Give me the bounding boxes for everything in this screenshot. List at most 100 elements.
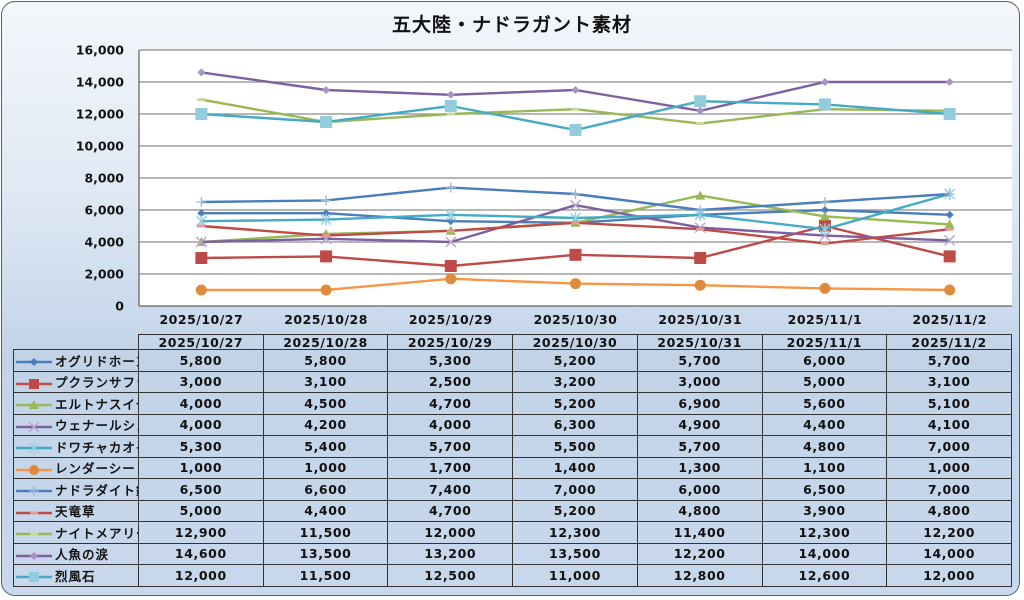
series-10 bbox=[197, 68, 954, 115]
table-cell: 12,900 bbox=[138, 521, 264, 544]
legend-key-icon bbox=[16, 464, 52, 475]
y-tick-label: 10,000 bbox=[76, 139, 125, 154]
y-tick-label: 2,000 bbox=[84, 267, 124, 282]
data-point-diamond bbox=[820, 206, 829, 214]
table-cell: 5,300 bbox=[138, 435, 264, 458]
data-point-star bbox=[28, 442, 40, 455]
table-cell: 4,700 bbox=[387, 392, 514, 415]
x-tick-label: 2025/10/27 bbox=[159, 312, 243, 327]
table-cell: 5,700 bbox=[636, 435, 763, 458]
table-cell: 4,700 bbox=[387, 499, 514, 522]
table-column-header: 2025/11/2 bbox=[886, 334, 1012, 350]
data-point-square bbox=[29, 378, 39, 389]
data-point-diamond bbox=[820, 78, 829, 86]
series-11 bbox=[195, 95, 956, 136]
table-cell: 7,000 bbox=[886, 435, 1012, 458]
data-point-plus bbox=[321, 195, 332, 206]
data-point-x bbox=[569, 199, 582, 211]
data-point-star bbox=[445, 208, 457, 221]
table-cell: 1,000 bbox=[138, 456, 264, 479]
data-point-square bbox=[320, 250, 333, 263]
table-cell: 4,000 bbox=[138, 392, 264, 415]
legend-label: レンダーシード bbox=[55, 461, 138, 477]
table-cell: 12,000 bbox=[387, 521, 514, 544]
table-column-header: 2025/10/28 bbox=[262, 334, 389, 350]
legend-key-icon bbox=[16, 532, 52, 536]
table-cell: 5,200 bbox=[512, 392, 638, 415]
table-cell: 13,500 bbox=[262, 542, 389, 565]
legend-key-icon bbox=[16, 551, 52, 560]
data-point-circle bbox=[195, 284, 207, 296]
table-column-header: 2025/10/27 bbox=[138, 334, 264, 350]
legend-entry: ドワチャカオイル bbox=[13, 435, 139, 458]
table-cell: 7,400 bbox=[387, 478, 514, 501]
x-tick-label: 2025/10/28 bbox=[284, 312, 368, 327]
legend-label: 烈風石 bbox=[55, 568, 96, 584]
table-cell: 4,400 bbox=[761, 413, 888, 436]
table-cell: 12,000 bbox=[886, 564, 1012, 587]
data-point-diamond bbox=[197, 209, 206, 218]
data-point-x bbox=[445, 236, 457, 248]
table-column-header: 2025/10/31 bbox=[636, 334, 763, 350]
table-cell: 5,200 bbox=[512, 499, 638, 522]
table-cell: 12,300 bbox=[512, 521, 638, 544]
table-cell: 4,100 bbox=[886, 413, 1012, 436]
data-point-square bbox=[569, 248, 582, 261]
table-cell: 1,300 bbox=[636, 456, 763, 479]
table-row: ウェナールシェル4,0004,2004,0006,3004,9004,4004,… bbox=[13, 413, 1012, 436]
table-column-header: 2025/11/1 bbox=[761, 334, 888, 350]
table-cell: 11,500 bbox=[262, 521, 389, 544]
table-cell: 3,000 bbox=[636, 370, 763, 393]
data-point-diamond bbox=[30, 551, 38, 560]
data-point-x bbox=[694, 222, 706, 234]
data-point-diamond bbox=[446, 217, 455, 226]
table-cell: 1,000 bbox=[886, 456, 1012, 479]
table-cell: 12,600 bbox=[761, 564, 888, 587]
table-cell: 5,800 bbox=[138, 349, 264, 372]
table-cell: 7,000 bbox=[886, 478, 1012, 501]
data-point-square bbox=[444, 260, 457, 272]
table-cell: 14,600 bbox=[138, 542, 264, 565]
table-row: プクランサフラン3,0003,1002,5003,2003,0005,0003,… bbox=[13, 370, 1012, 393]
table-cell: 6,900 bbox=[636, 392, 763, 415]
legend-entry: 人魚の涙 bbox=[13, 542, 139, 565]
table-cell: 4,400 bbox=[262, 499, 389, 522]
data-point-diamond bbox=[696, 106, 705, 115]
data-table: 2025/10/27 2025/10/28 2025/10/29 2025/10/30… bbox=[13, 334, 1012, 587]
series-8 bbox=[197, 221, 954, 246]
table-row: オグリドホーン5,8005,8005,3005,2005,7006,0005,7… bbox=[13, 349, 1012, 372]
data-point-circle bbox=[944, 284, 956, 296]
legend-entry: ナドラダイト鉱石 bbox=[13, 478, 139, 501]
table-cell: 5,300 bbox=[387, 349, 514, 372]
table-cell: 4,000 bbox=[387, 413, 514, 436]
y-tick-label: 6,000 bbox=[84, 203, 124, 218]
series-5 bbox=[195, 188, 956, 236]
data-point-plus bbox=[695, 205, 706, 215]
table-cell: 5,800 bbox=[262, 349, 389, 372]
table-cell: 5,400 bbox=[262, 435, 389, 458]
legend-label: オグリドホーン bbox=[55, 353, 138, 369]
y-tick-label: 4,000 bbox=[84, 235, 124, 250]
table-cell: 11,400 bbox=[636, 521, 763, 544]
table-cell: 1,000 bbox=[262, 456, 389, 479]
legend-key-icon bbox=[16, 511, 52, 515]
table-cell: 5,000 bbox=[138, 499, 264, 522]
data-point-star bbox=[819, 223, 831, 236]
data-point-square bbox=[569, 124, 582, 136]
data-point-plus bbox=[196, 197, 207, 207]
legend-label: ドワチャカオイル bbox=[55, 439, 138, 455]
data-point-diamond bbox=[30, 358, 38, 367]
table-cell: 4,500 bbox=[262, 392, 389, 415]
data-point-square bbox=[943, 108, 956, 120]
table-cell: 4,200 bbox=[262, 413, 389, 436]
legend-entry: エルトナスイセン bbox=[13, 392, 139, 415]
y-tick-label: 8,000 bbox=[84, 171, 124, 186]
legend-entry: 烈風石 bbox=[13, 564, 139, 587]
data-point-square bbox=[943, 250, 956, 263]
table-row: レンダーシード1,0001,0001,7001,4001,3001,1001,0… bbox=[13, 456, 1012, 479]
series-6 bbox=[195, 273, 956, 296]
table-row: 天竜草 5,000 4,400 4,700 5,200 4,800 3,900 4,800 bbox=[13, 499, 1012, 522]
legend-key-icon bbox=[16, 400, 52, 410]
data-point-diamond bbox=[945, 78, 954, 86]
table-cell: 1,700 bbox=[387, 456, 514, 479]
